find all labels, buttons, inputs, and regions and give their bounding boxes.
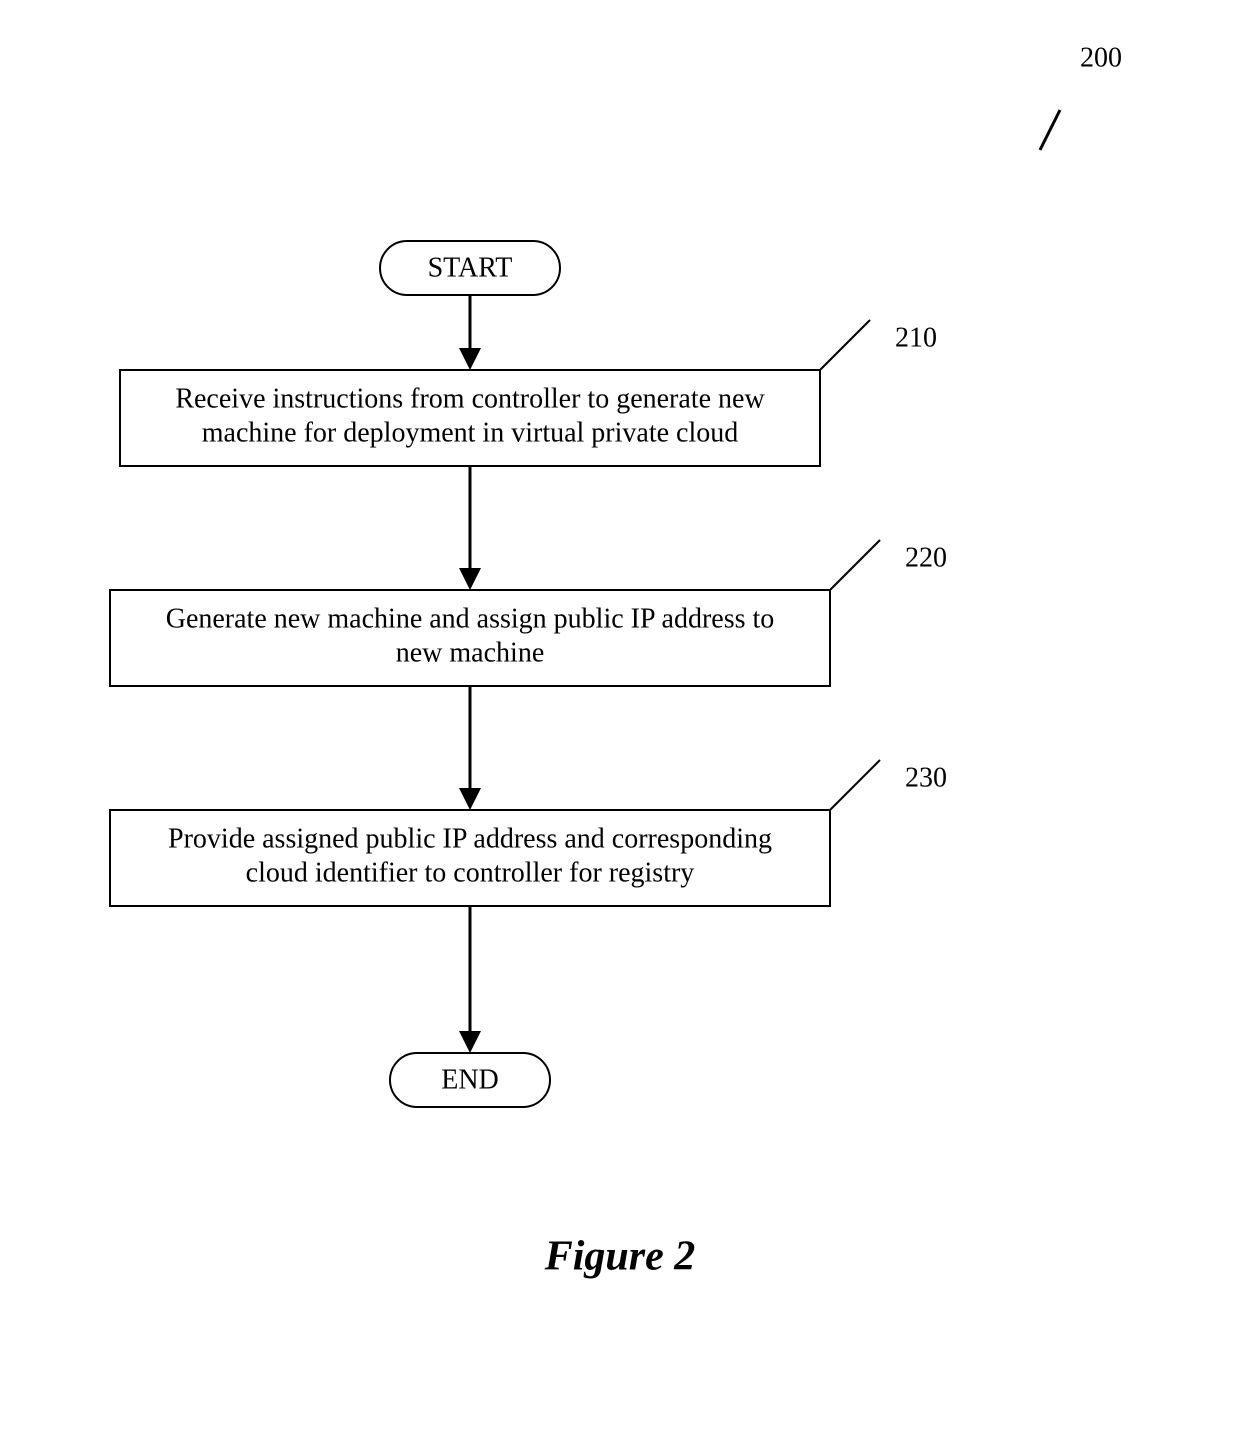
step-230-lead: [830, 760, 880, 810]
terminal-start-label: START: [428, 252, 513, 283]
figure-caption: Figure 2: [544, 1234, 696, 1280]
step-210-text-1: machine for deployment in virtual privat…: [202, 417, 739, 448]
figure-ref-label: 200: [1080, 42, 1122, 73]
step-220-lead: [830, 540, 880, 590]
arrow-220-230-head: [459, 788, 481, 810]
step-210-lead: [820, 320, 870, 370]
terminal-end-label: END: [441, 1064, 499, 1095]
step-230-label: 230: [905, 762, 947, 793]
step-210-label: 210: [895, 322, 937, 353]
step-230-text-1: cloud identifier to controller for regis…: [246, 857, 695, 888]
arrow-230-end-head: [459, 1031, 481, 1053]
step-220-text-0: Generate new machine and assign public I…: [166, 603, 775, 634]
step-220-label: 220: [905, 542, 947, 573]
step-230-text-0: Provide assigned public IP address and c…: [168, 823, 772, 854]
arrow-start-210-head: [459, 348, 481, 370]
arrow-210-220-head: [459, 568, 481, 590]
flowchart: 200 START END Receive instructions from con…: [0, 0, 1240, 1436]
step-220-text-1: new machine: [396, 637, 545, 668]
figure-ref-tick: [1040, 110, 1060, 150]
step-210-text-0: Receive instructions from controller to …: [175, 383, 765, 414]
